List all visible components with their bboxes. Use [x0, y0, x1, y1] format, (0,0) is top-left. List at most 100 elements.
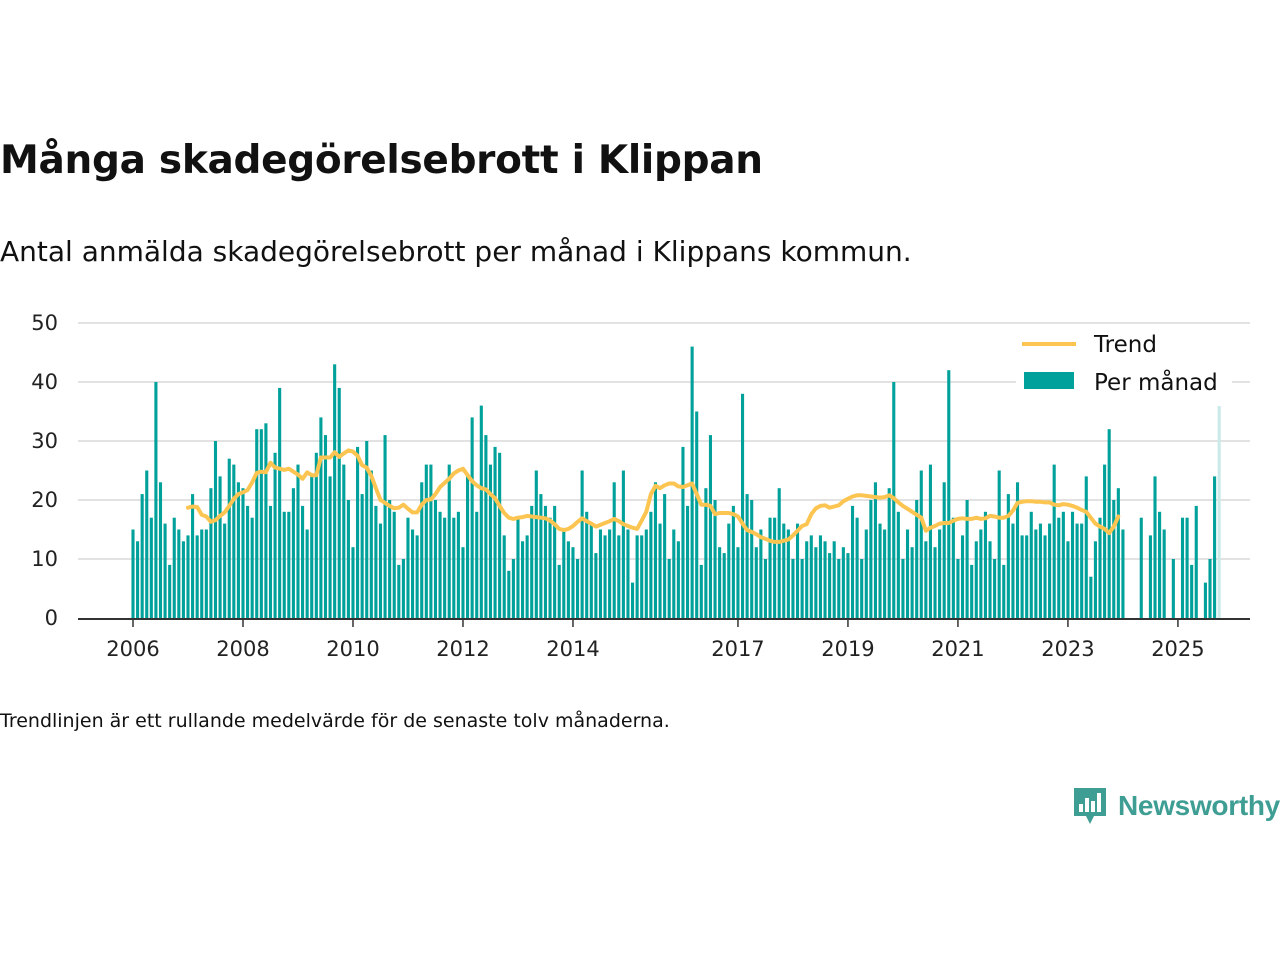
data-bar [305, 529, 309, 618]
data-bar [1098, 517, 1102, 618]
data-bar [360, 494, 364, 618]
data-bar [640, 535, 644, 618]
data-bar [246, 505, 250, 618]
data-bar [663, 494, 667, 618]
data-bar [177, 529, 181, 618]
data-bar [864, 529, 868, 618]
bar-series [131, 346, 1221, 618]
data-bar [910, 547, 914, 618]
data-bar [461, 547, 465, 618]
data-bar [163, 523, 167, 618]
data-bar [841, 547, 845, 618]
data-bar [997, 470, 1001, 618]
data-bar [493, 446, 497, 618]
data-bar [452, 517, 456, 618]
data-bar [855, 517, 859, 618]
data-bar [342, 464, 346, 618]
data-bar [1153, 476, 1157, 618]
data-bar [1139, 517, 1143, 618]
data-bar [745, 494, 749, 618]
data-bar [1057, 517, 1061, 618]
y-tick-label: 10 [31, 547, 58, 571]
legend-bars-label: Per månad [1094, 368, 1218, 396]
data-bar [970, 564, 974, 618]
data-bar [475, 511, 479, 618]
data-bar [502, 535, 506, 618]
data-bar [131, 529, 135, 618]
data-bar [603, 535, 607, 618]
data-bar [566, 541, 570, 618]
y-tick-label: 0 [45, 606, 58, 630]
data-bar [901, 559, 905, 618]
data-bar [392, 511, 396, 618]
data-bar [672, 529, 676, 618]
data-bar [282, 511, 286, 618]
data-bar [612, 482, 616, 618]
data-bar [369, 470, 373, 618]
data-bar [850, 505, 855, 618]
data-bar [676, 541, 680, 618]
data-bar [562, 529, 566, 618]
data-bar [310, 476, 314, 618]
data-bar [919, 470, 923, 618]
data-bar [1011, 523, 1015, 618]
data-bar [585, 511, 589, 618]
data-bar [181, 541, 185, 618]
data-bar [685, 505, 690, 618]
data-bar [534, 470, 538, 618]
data-bar [149, 517, 153, 618]
x-tick-label: 2021 [931, 637, 984, 661]
legend-bars-swatch [1024, 372, 1074, 389]
data-bar [754, 547, 758, 618]
data-bar [346, 500, 350, 618]
data-bar [227, 458, 231, 618]
data-bar [988, 541, 992, 618]
footnote: Trendlinjen är ett rullande medelvärde f… [0, 710, 670, 732]
data-bar [727, 523, 731, 618]
data-bar [498, 452, 502, 618]
data-bar [589, 523, 593, 618]
data-bar [1208, 559, 1212, 618]
data-bar [786, 529, 790, 618]
data-bar [466, 476, 470, 618]
data-bar [649, 511, 653, 618]
newsworthy-logo-icon [1074, 788, 1106, 824]
data-bar [333, 364, 337, 618]
data-bar [759, 529, 763, 618]
data-bar [1048, 523, 1052, 618]
axes: 0 10 20 30 40 50 2006 2008 2010 2012 2014 2017 2019 2… [31, 311, 1250, 661]
data-bar [653, 482, 658, 618]
data-bar [708, 435, 713, 618]
data-bar [172, 517, 176, 618]
data-bar [507, 570, 511, 618]
x-tick-label: 2014 [546, 637, 599, 661]
data-bar [915, 500, 919, 618]
data-bar [415, 535, 419, 618]
data-bar [223, 523, 227, 618]
data-bar [328, 476, 332, 618]
legend-trend-label: Trend [1093, 332, 1157, 358]
data-bar [424, 464, 428, 618]
data-bar [470, 417, 474, 618]
data-bar [218, 476, 222, 618]
data-bar [1025, 535, 1029, 618]
data-bar [521, 541, 525, 618]
data-bar [942, 482, 946, 618]
data-bar [406, 517, 410, 618]
data-bar [456, 511, 460, 618]
data-bar [438, 511, 442, 618]
data-bar [1180, 517, 1185, 618]
data-bar [979, 529, 983, 618]
data-bar [323, 435, 328, 618]
data-bar [374, 505, 378, 618]
data-bar [383, 435, 387, 618]
data-bar [397, 564, 401, 618]
data-bar [960, 535, 965, 618]
data-bar [479, 405, 483, 618]
data-bar [731, 505, 735, 618]
data-bar [621, 470, 625, 618]
data-bar [337, 387, 341, 618]
data-bar [314, 452, 318, 618]
data-bar [1116, 488, 1120, 618]
data-bar [873, 482, 877, 618]
